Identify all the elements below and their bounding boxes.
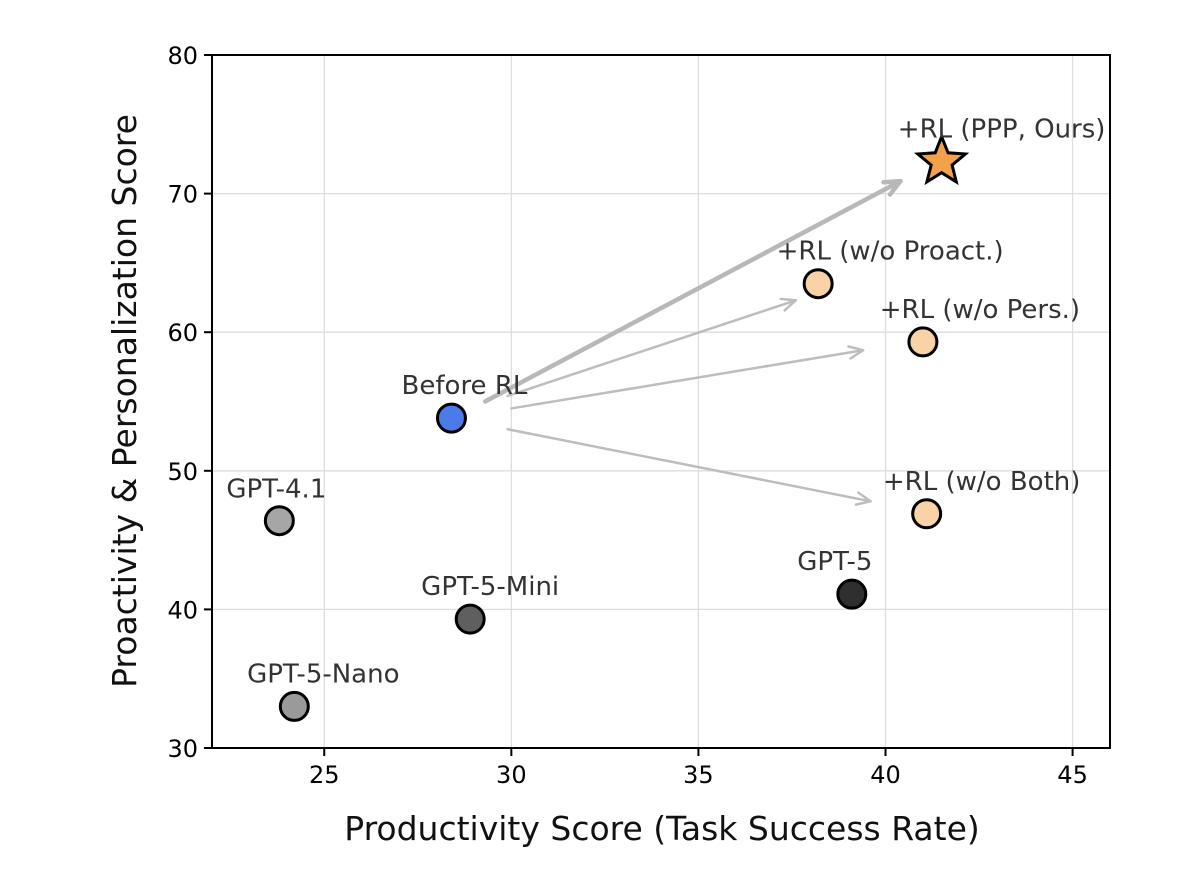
x-tick-label: 45 bbox=[1057, 761, 1088, 789]
arrow-head bbox=[881, 178, 903, 197]
x-tick-label: 35 bbox=[683, 761, 714, 789]
star-marker bbox=[913, 132, 970, 186]
arrow-shaft bbox=[510, 348, 865, 410]
point-rl-ppp-ours: +RL (PPP, Ours) bbox=[898, 115, 1106, 186]
x-tick-label: 40 bbox=[870, 761, 901, 789]
x-tick-label: 30 bbox=[496, 761, 527, 789]
circle-marker bbox=[836, 578, 868, 610]
point-gpt-5: GPT-5 bbox=[797, 547, 872, 610]
point-before-rl: Before RL bbox=[402, 371, 528, 434]
arrow-shaft bbox=[482, 178, 903, 404]
arrow-shaft bbox=[506, 299, 797, 398]
arrow-head bbox=[854, 491, 872, 506]
plot-frame bbox=[211, 54, 1111, 749]
trend-arrow bbox=[482, 178, 903, 404]
point-label: GPT-5-Nano bbox=[247, 659, 399, 689]
y-tick-label: 70 bbox=[167, 181, 198, 209]
point-label: +RL (w/o Both) bbox=[883, 467, 1081, 497]
point-label: +RL (PPP, Ours) bbox=[898, 115, 1106, 145]
arrow-shaft bbox=[506, 427, 872, 503]
point-gpt-5-nano: GPT-5-Nano bbox=[247, 659, 400, 722]
x-tick-label: 25 bbox=[309, 761, 340, 789]
y-tick-label: 80 bbox=[167, 42, 198, 70]
trend-arrow bbox=[506, 297, 797, 398]
point-label: GPT-5 bbox=[797, 547, 872, 577]
point-gpt-5-mini: GPT-5-Mini bbox=[421, 572, 559, 635]
arrow-head bbox=[779, 297, 797, 312]
x-axis-title: Productivity Score (Task Success Rate) bbox=[344, 809, 980, 848]
circle-marker bbox=[263, 505, 295, 537]
trend-arrow bbox=[506, 427, 872, 506]
trend-arrow bbox=[510, 345, 865, 410]
point-rl-w-o-pers: +RL (w/o Pers.) bbox=[880, 295, 1080, 358]
point-label: GPT-5-Mini bbox=[421, 572, 559, 602]
y-axis-title: Proactivity & Personalization Score bbox=[105, 114, 144, 688]
point-label: GPT-4.1 bbox=[226, 475, 326, 505]
circle-marker bbox=[911, 498, 943, 530]
circle-marker bbox=[907, 326, 939, 358]
point-gpt-4-1: GPT-4.1 bbox=[226, 475, 326, 537]
circle-marker bbox=[454, 603, 486, 635]
arrow-head bbox=[847, 345, 865, 360]
point-label: Before RL bbox=[402, 371, 528, 401]
point-rl-w-o-proact: +RL (w/o Proact.) bbox=[777, 237, 1004, 300]
point-rl-w-o-both: +RL (w/o Both) bbox=[883, 467, 1081, 530]
circle-marker bbox=[278, 690, 310, 722]
point-label: +RL (w/o Proact.) bbox=[777, 237, 1004, 267]
point-label: +RL (w/o Pers.) bbox=[880, 295, 1080, 325]
y-tick-label: 60 bbox=[167, 319, 198, 347]
circle-marker bbox=[435, 402, 467, 434]
y-tick-label: 30 bbox=[167, 735, 198, 763]
circle-marker bbox=[802, 268, 834, 300]
y-tick-label: 50 bbox=[167, 458, 198, 486]
y-tick-label: 40 bbox=[167, 596, 198, 624]
